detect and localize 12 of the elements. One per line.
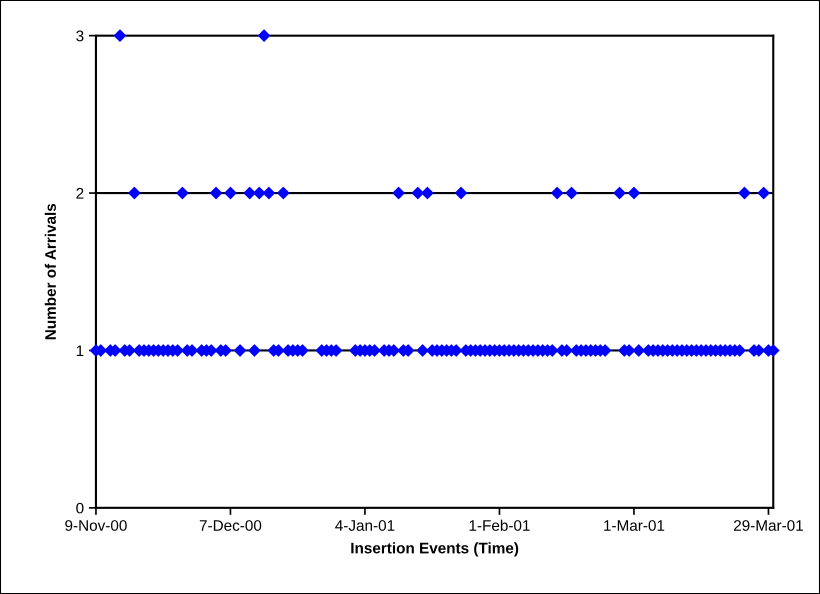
x-tick-label: 29-Mar-01 (734, 520, 803, 531)
y-tick-label: 1 (76, 345, 84, 356)
y-axis-title: Number of Arrivals (44, 204, 56, 340)
x-axis-title: Insertion Events (Time) (351, 542, 518, 556)
x-tick-label: 9-Nov-00 (65, 520, 127, 531)
x-tick-label: 7-Dec-00 (200, 520, 262, 531)
x-tick-label: 4-Jan-01 (335, 520, 394, 531)
x-tick-label: 1-Feb-01 (470, 520, 530, 531)
y-tick-label: 0 (76, 502, 84, 514)
y-tick-label: 2 (76, 188, 84, 199)
y-tick-label: 3 (76, 30, 84, 42)
x-tick-label: 1-Mar-01 (604, 520, 664, 531)
